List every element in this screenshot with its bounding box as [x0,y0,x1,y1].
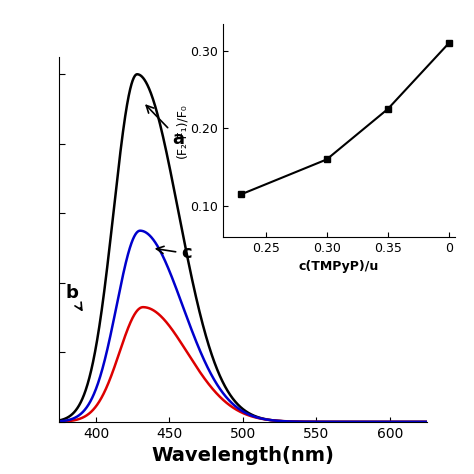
Text: c: c [156,245,192,263]
Y-axis label: (F₂-F₁)/F₀: (F₂-F₁)/F₀ [176,103,189,158]
X-axis label: c(TMPyP)/u: c(TMPyP)/u [299,260,379,273]
Text: b: b [65,284,82,310]
Text: a: a [146,105,184,148]
X-axis label: Wavelength(nm): Wavelength(nm) [152,447,334,465]
